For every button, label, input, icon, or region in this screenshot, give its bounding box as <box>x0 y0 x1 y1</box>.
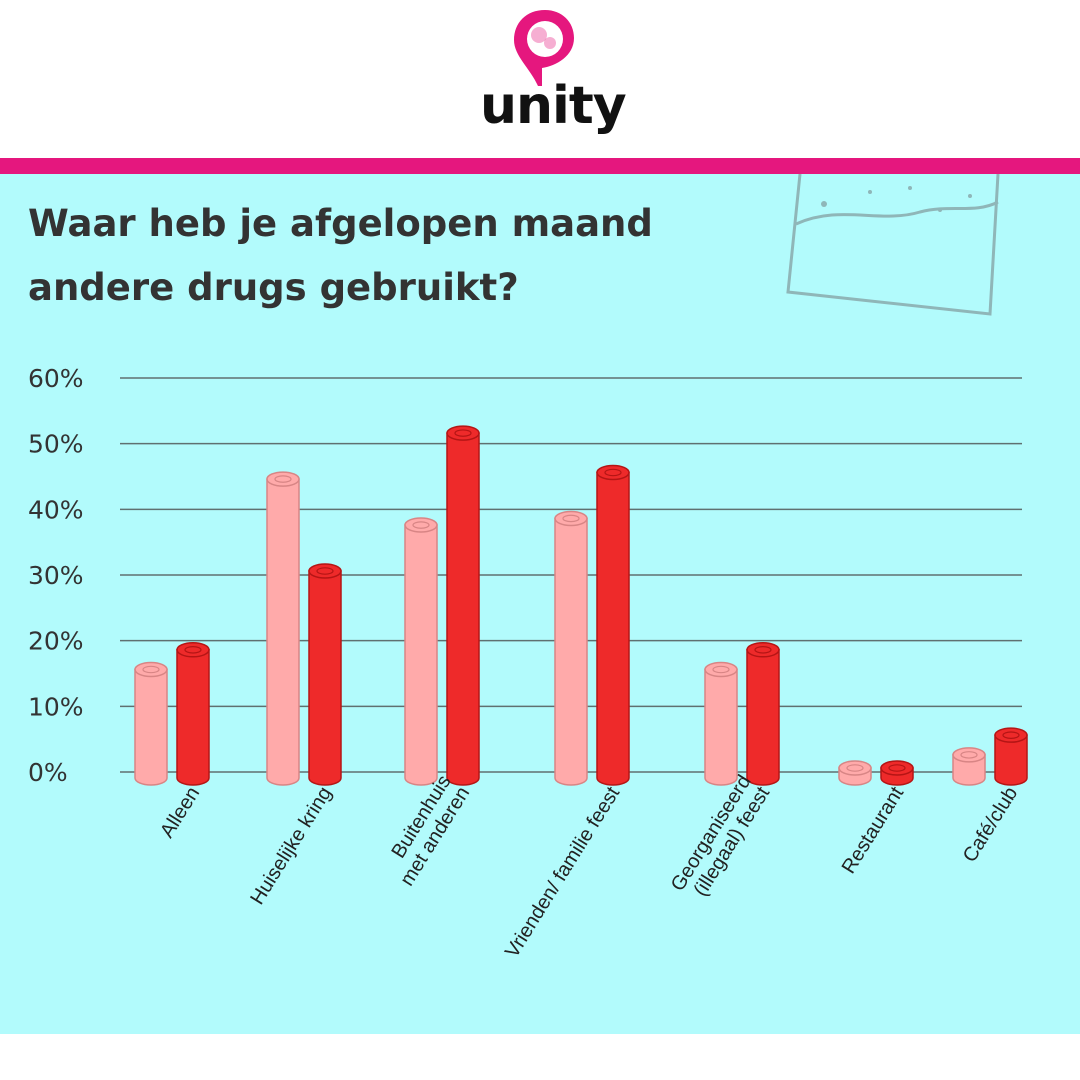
bar <box>952 747 986 786</box>
bar <box>838 760 872 786</box>
x-tick-label: Alleen <box>156 783 204 842</box>
y-tick-label: 20% <box>28 627 84 656</box>
y-tick-label: 60% <box>28 364 84 393</box>
map-pin-icon <box>514 10 574 86</box>
drink-glass-illustration <box>786 174 1000 316</box>
bar <box>994 727 1028 786</box>
x-tick-label: Vrienden/ familie feest <box>501 783 624 962</box>
bar <box>446 425 480 786</box>
y-tick-label: 0% <box>28 758 68 787</box>
x-tick-label: Georganiseerd(illegaal) feest <box>667 771 775 907</box>
x-tick-label: Café/club <box>959 783 1022 866</box>
unity-logo[interactable]: unity <box>480 8 627 148</box>
bar <box>308 563 342 786</box>
chart-panel <box>0 174 1080 1034</box>
x-tick-label: Huiselijke kring <box>246 783 336 909</box>
y-tick-label: 30% <box>28 561 84 590</box>
y-tick-label: 10% <box>28 692 84 721</box>
y-tick-label: 40% <box>28 495 84 524</box>
bar <box>880 760 914 786</box>
chart-title-line-2: andere drugs gebruikt? <box>28 266 519 309</box>
y-tick-label: 50% <box>28 430 84 459</box>
bar <box>134 661 168 786</box>
logo-wordmark: unity <box>480 76 627 136</box>
x-tick-label: Buitenhuismet anderen <box>377 771 474 890</box>
accent-divider <box>0 158 1080 174</box>
bar-chart: 0% 10% 20% 30% 40% 50% 60% Alleen Huiselijke kr… <box>28 364 1028 962</box>
bar <box>176 642 210 786</box>
header: unity <box>0 0 1080 158</box>
bar <box>746 642 780 786</box>
bar <box>554 510 588 786</box>
x-tick-label: Restaurant <box>838 783 909 878</box>
bar <box>596 464 630 786</box>
chart-title-line-1: Waar heb je afgelopen maand <box>28 202 653 245</box>
bar <box>404 517 438 786</box>
chart-title: Waar heb je afgelopen maand andere drugs… <box>28 192 728 320</box>
bar <box>266 471 300 786</box>
bar <box>704 661 738 786</box>
